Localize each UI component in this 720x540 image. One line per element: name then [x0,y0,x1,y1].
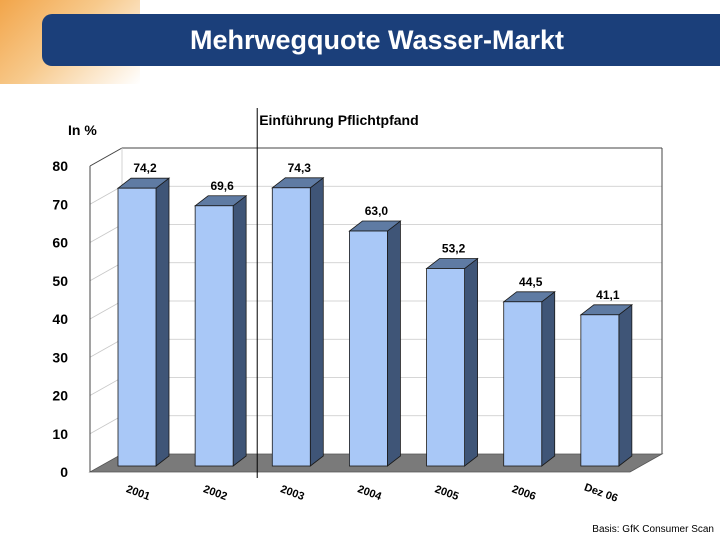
bar [117,187,157,467]
data-label: 44,5 [519,275,543,289]
grid-line-side [89,377,123,396]
bar [194,205,234,467]
y-tick-label: 20 [52,388,68,404]
y-tick-label: 80 [52,158,68,174]
bar [503,301,543,467]
y-tick-label: 0 [60,464,68,480]
data-label: 41,1 [596,288,620,302]
y-tick-label: 60 [52,235,68,251]
y-tick-label: 30 [52,349,68,365]
wall-top-edge-side [89,147,123,167]
bar [271,187,311,467]
x-tick-label: 2006 [510,483,537,503]
grid-line-side [89,300,123,320]
bar-side [618,303,633,467]
bar-side [387,220,401,467]
bar-side [155,177,170,467]
grid-line-side [89,415,123,435]
slide-title: Mehrwegquote Wasser-Markt [189,24,565,55]
bar-side [309,176,324,467]
y-tick-label: 50 [52,273,68,289]
bar-side [464,257,478,467]
grid-line-side [89,262,123,282]
bar-side [232,194,247,467]
bar [580,314,620,467]
data-label: 74,2 [133,161,157,175]
grid-line-side [89,338,123,358]
x-tick-label: 2003 [279,483,306,503]
y-tick-label: 40 [52,311,68,327]
bar-side [541,290,556,467]
title-bar: Mehrwegquote Wasser-Markt [42,14,720,66]
grid-line-side [89,185,123,205]
x-tick-label: 2004 [356,483,384,503]
y-axis-label: In % [68,122,97,138]
data-label: 69,6 [210,179,234,193]
bar [426,268,465,467]
y-tick-label: 10 [52,426,68,442]
data-label: 53,2 [442,242,466,256]
y-tick-label: 70 [52,196,68,212]
data-label: 74,3 [288,161,312,175]
data-label: 63,0 [365,204,389,218]
source-note: Basis: GfK Consumer Scan [592,524,714,535]
annotation-label: Einführung Pflichtpfand [259,112,418,128]
x-tick-label: 2001 [124,483,151,503]
x-tick-label: Dez 06 [582,482,619,505]
grid-line-side [89,224,123,243]
x-tick-label: 2002 [202,483,229,503]
x-tick-label: 2005 [433,483,460,503]
bar [349,230,388,467]
